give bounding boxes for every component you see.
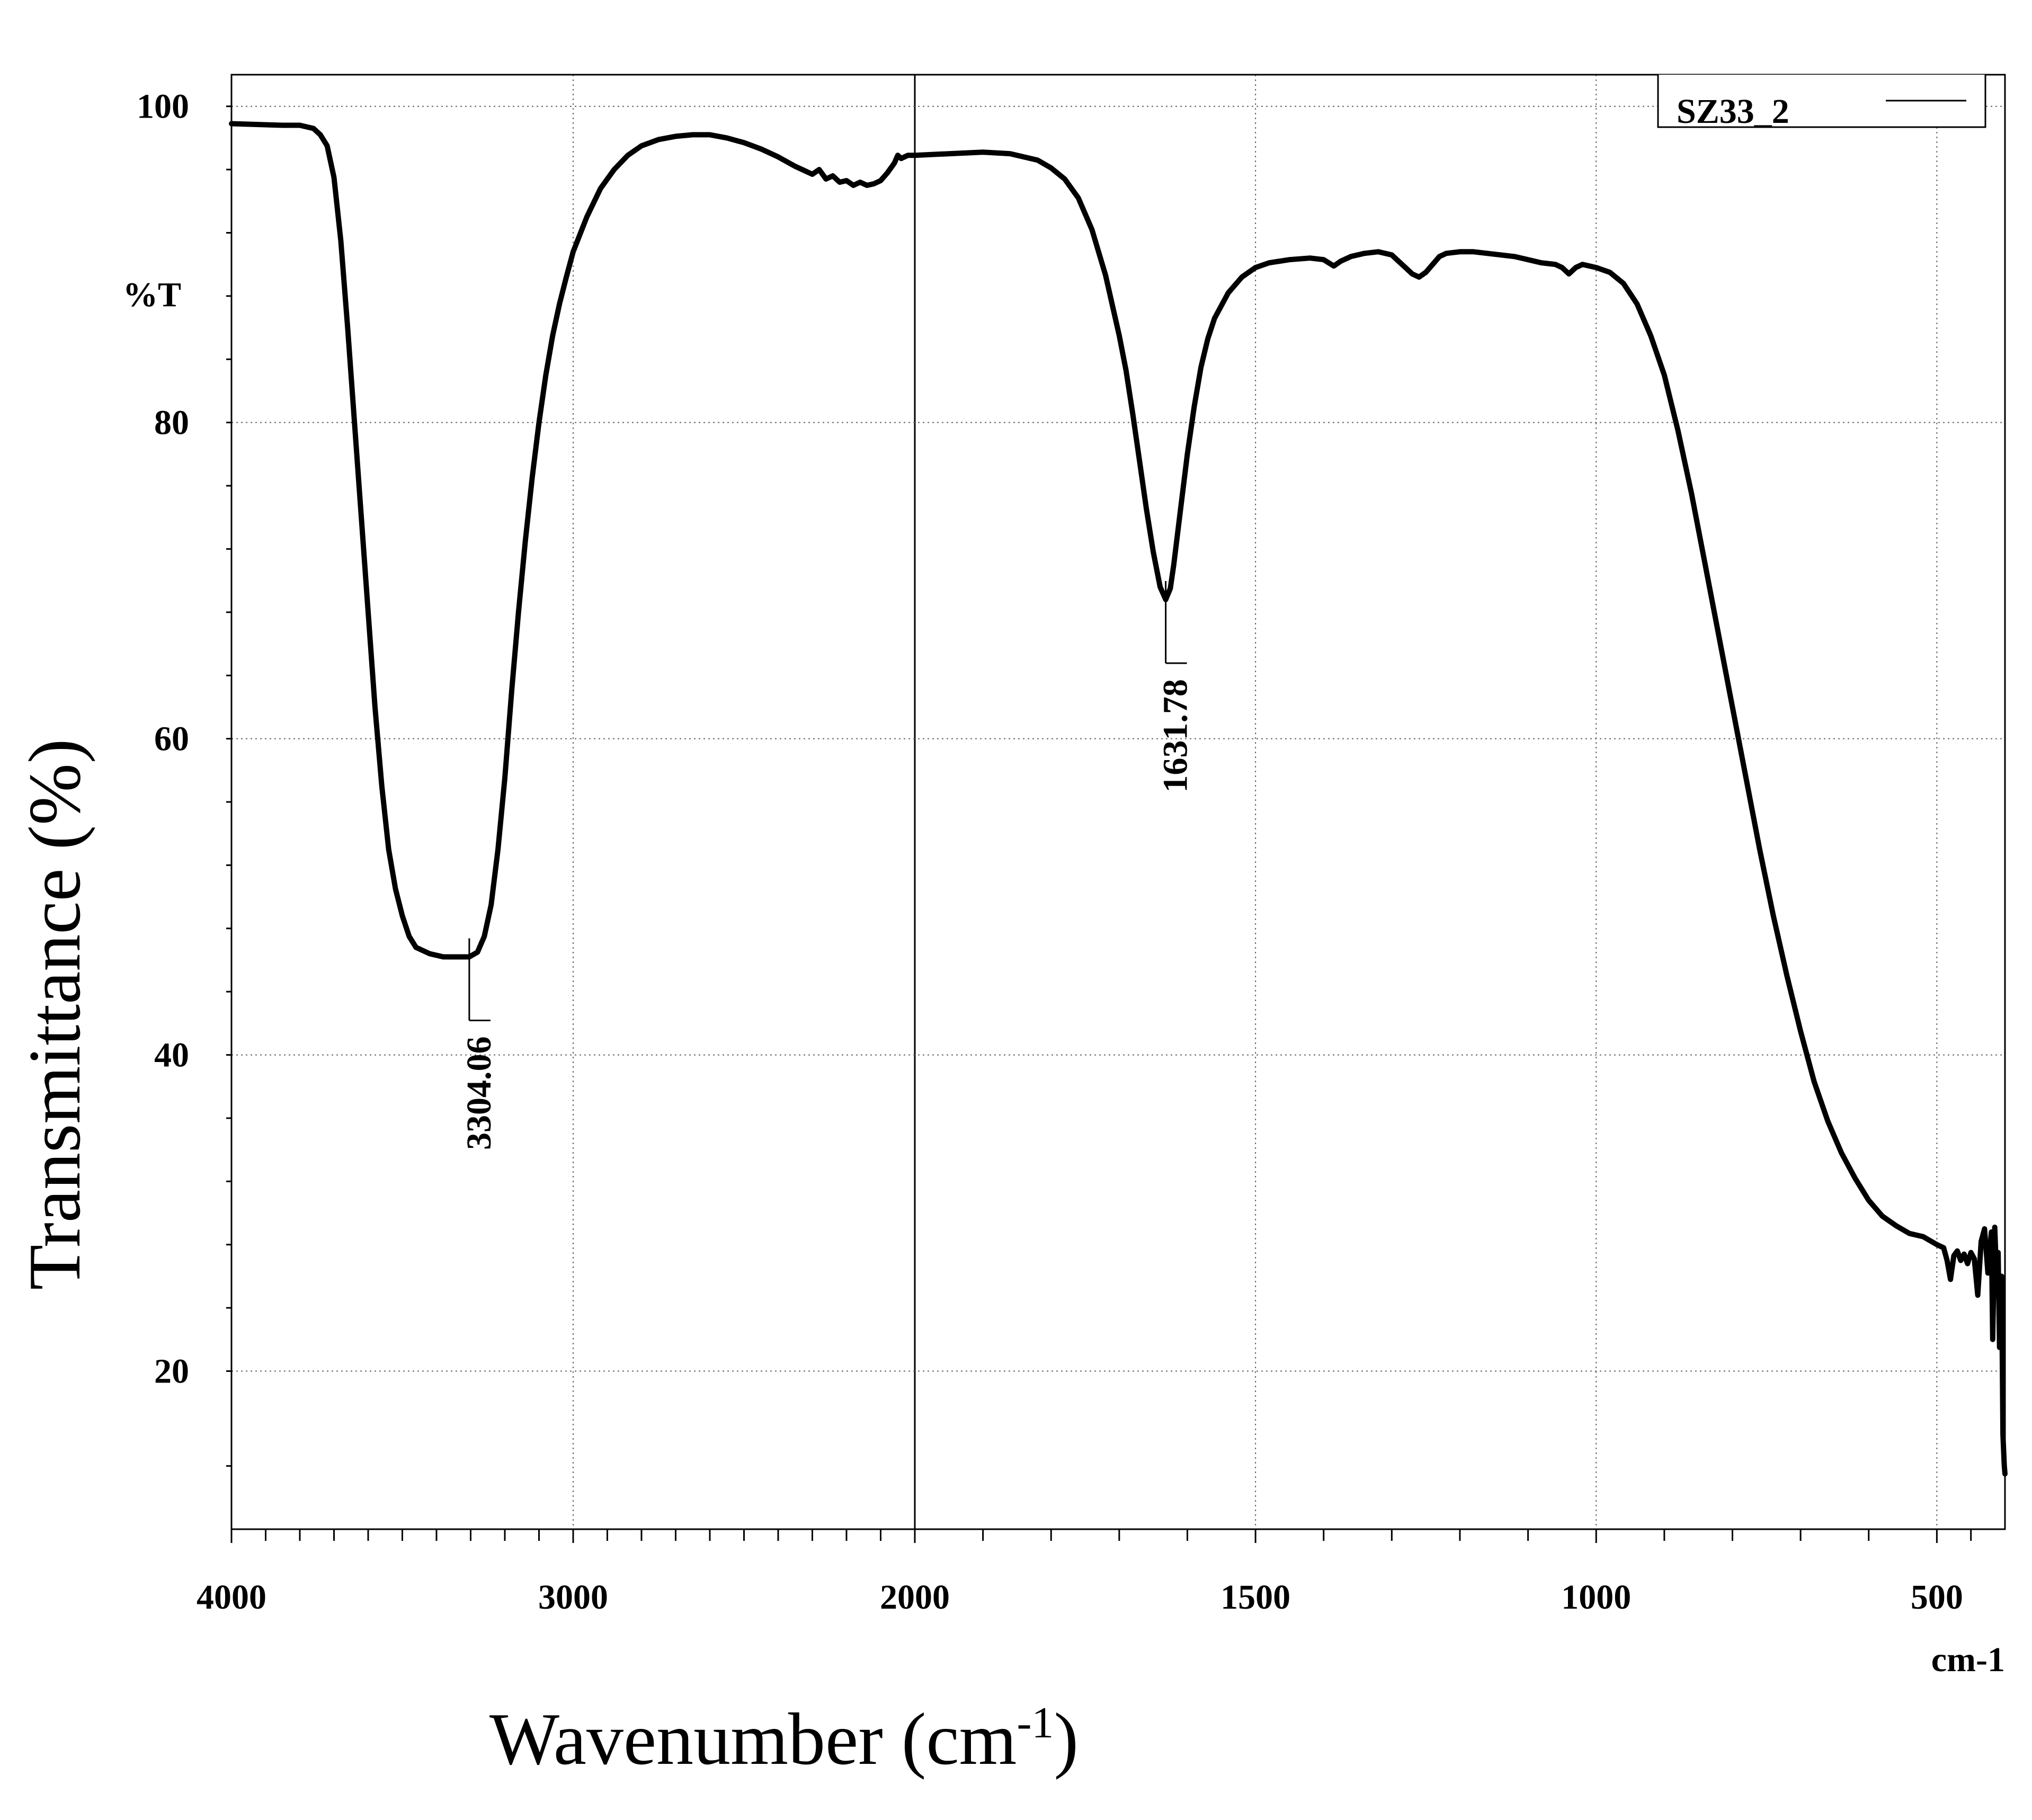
axis-ticks xyxy=(226,105,1972,1543)
y-unit-label: %T xyxy=(123,275,181,314)
grid-lines xyxy=(231,75,2005,1529)
y-axis-title: Transmittance (%) xyxy=(14,739,96,1290)
legend-box xyxy=(1657,75,1986,128)
x-tick-label: 3000 xyxy=(538,1578,608,1617)
x-axis-title: Wavenumber (cm-1) xyxy=(489,1698,1079,1780)
y-tick-label: 40 xyxy=(154,1036,189,1075)
x-unit-label: cm-1 xyxy=(1931,1640,2005,1679)
x-axis-title-end: ) xyxy=(1054,1698,1079,1780)
annotation-label: 3304.06 xyxy=(460,1037,498,1150)
legend: SZ33_2 xyxy=(1657,75,1986,131)
y-tick-label: 80 xyxy=(154,404,189,442)
x-tick-label: 500 xyxy=(1911,1578,1963,1617)
x-tick-label: 1000 xyxy=(1561,1578,1631,1617)
x-axis-title-superscript: -1 xyxy=(1017,1698,1054,1747)
y-tick-label: 100 xyxy=(137,87,189,126)
x-axis-title-main: Wavenumber (cm xyxy=(489,1698,1017,1780)
y-tick-label: 20 xyxy=(154,1352,189,1391)
legend-label: SZ33_2 xyxy=(1677,92,1789,131)
x-tick-label: 4000 xyxy=(197,1578,266,1617)
plot-frame xyxy=(230,74,2006,1530)
annotation-label: 1631.78 xyxy=(1156,679,1195,793)
x-tick-label: 2000 xyxy=(880,1578,950,1617)
y-tick-label: 60 xyxy=(154,720,189,759)
axis-tick-labels: 4000 3000 2000 1500 1000 500 20 40 60 80 100 xyxy=(137,87,1963,1617)
x-tick-label: 1500 xyxy=(1220,1578,1290,1617)
peak-annotations: 3304.06 1631.78 xyxy=(460,581,1195,1150)
series-line xyxy=(229,121,2008,1477)
